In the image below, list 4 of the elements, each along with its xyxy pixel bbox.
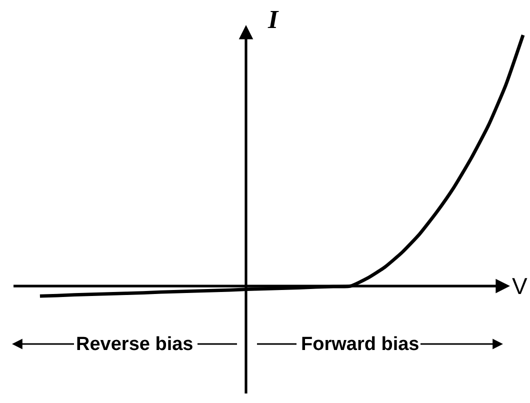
y-axis-title: I (267, 5, 279, 34)
text: Forward bias (301, 334, 420, 355)
x-axis-title: V (512, 273, 528, 299)
text: Reverse bias (76, 334, 194, 355)
